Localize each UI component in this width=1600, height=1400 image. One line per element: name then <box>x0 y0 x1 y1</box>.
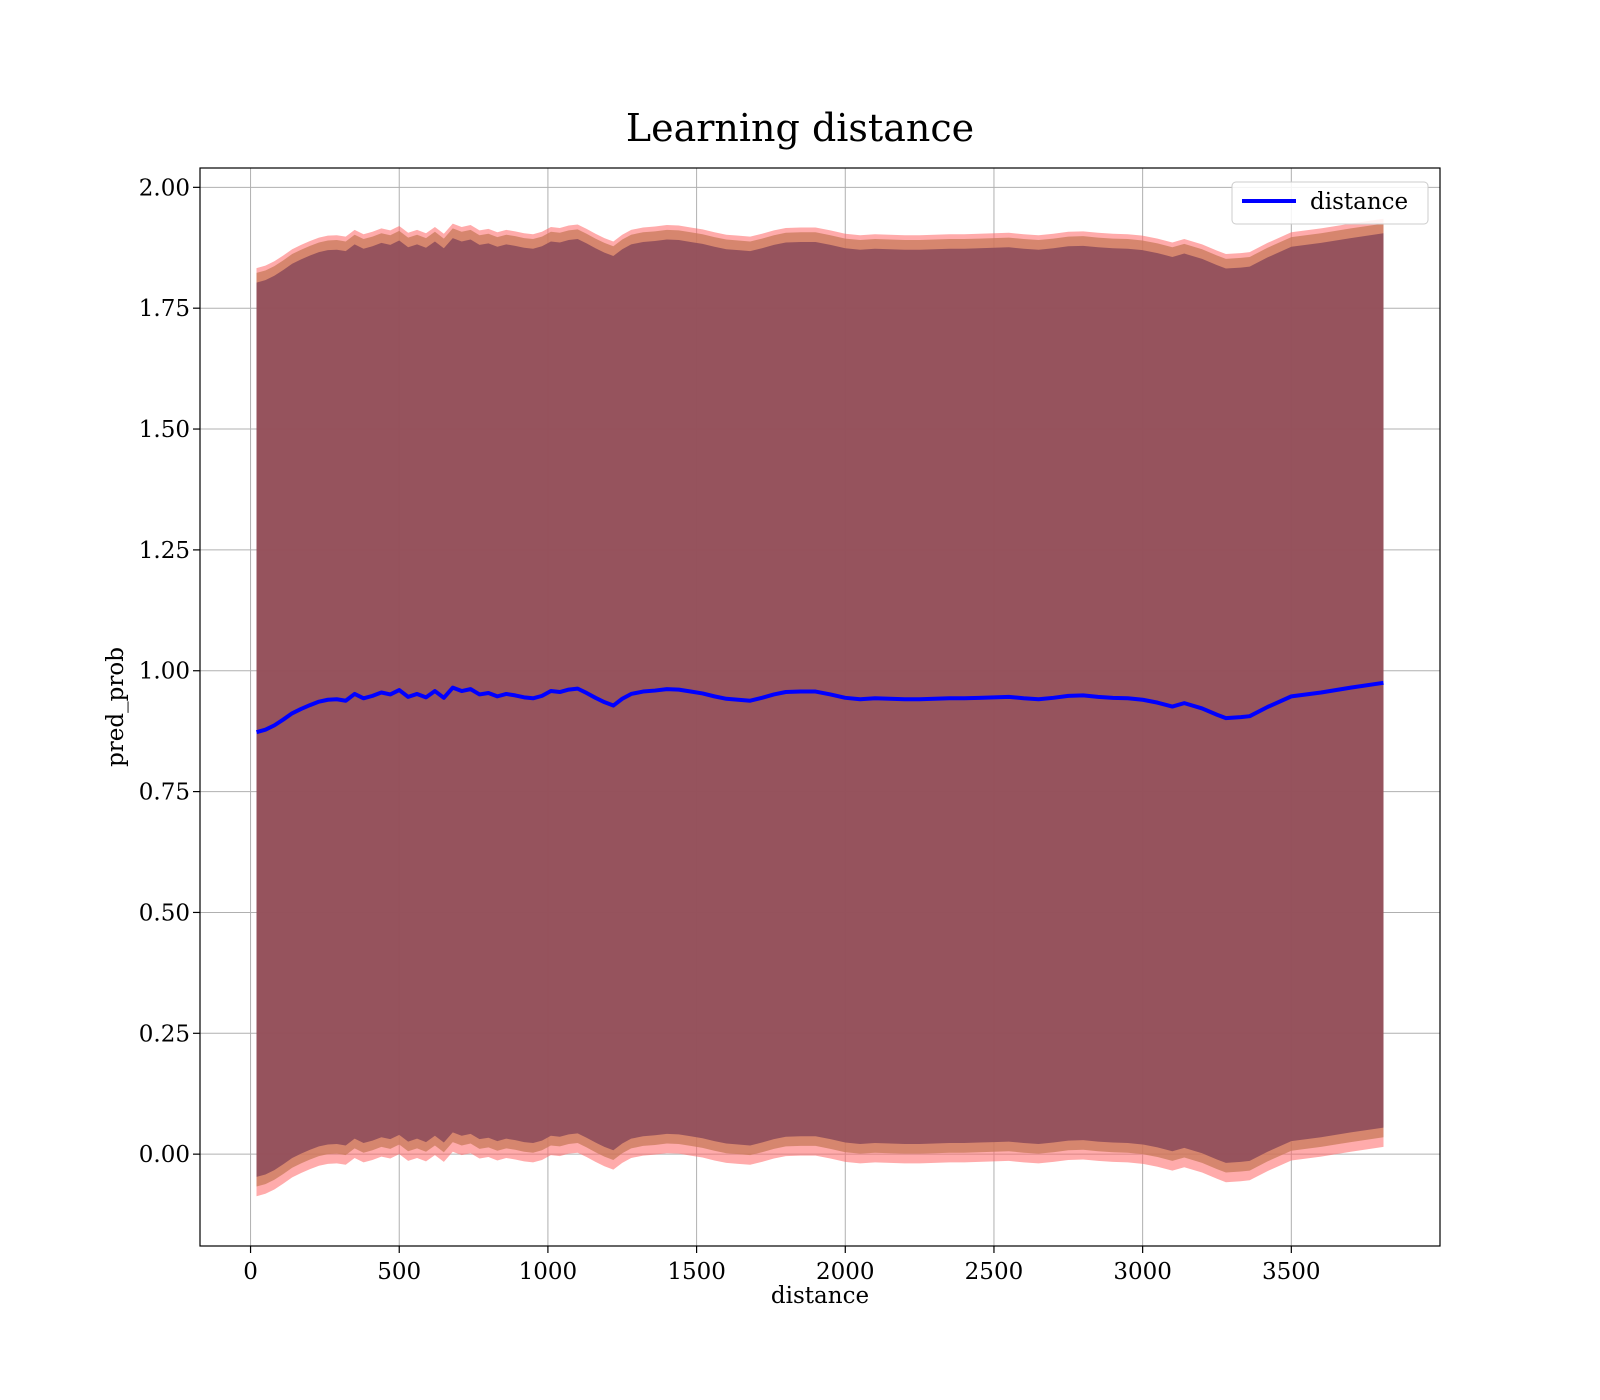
plot-area-frame <box>199 167 1441 1247</box>
y-tick-label: 1.25 <box>139 538 190 564</box>
x-tick-label: 3000 <box>1113 1259 1172 1285</box>
y-tick-label: 0.00 <box>139 1142 190 1168</box>
legend-box <box>1231 181 1429 225</box>
y-tick-label: 1.00 <box>139 659 190 685</box>
legend: distance <box>1231 181 1429 225</box>
x-axis-title: distance <box>771 1283 869 1309</box>
x-tick-label: 2500 <box>965 1259 1024 1285</box>
y-axis-title: pred_prob <box>103 647 129 767</box>
legend-label: distance <box>1310 189 1408 215</box>
x-tick-label: 1500 <box>667 1259 726 1285</box>
y-tick-label: 0.50 <box>139 900 190 926</box>
confidence-bands <box>256 218 1384 1197</box>
y-tick-label: 1.75 <box>139 296 190 322</box>
x-tick-label: 500 <box>377 1259 421 1285</box>
y-axis-ticks: 0.00 0.25 0.50 0.75 1.00 1.25 1.50 1.75 2.00 <box>139 175 200 1168</box>
x-tick-label: 0 <box>243 1259 258 1285</box>
x-tick-label: 3500 <box>1262 1259 1321 1285</box>
series-lines <box>255 680 1384 735</box>
y-tick-label: 1.50 <box>139 417 190 443</box>
x-tick-label: 1000 <box>519 1259 578 1285</box>
y-tick-label: 0.75 <box>139 780 190 806</box>
band-inner <box>256 233 1384 1177</box>
y-tick-label: 2.00 <box>139 175 190 201</box>
y-tick-label: 0.25 <box>139 1021 190 1047</box>
x-tick-label: 2000 <box>816 1259 875 1285</box>
chart-title: Learning distance <box>626 106 974 150</box>
x-axis-ticks: 0 500 1000 1500 2000 2500 3000 3500 <box>243 1246 1321 1285</box>
